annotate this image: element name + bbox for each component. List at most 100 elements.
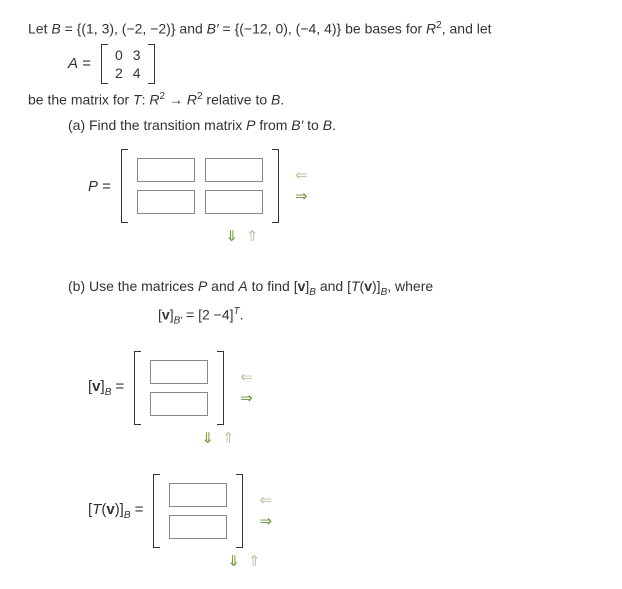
P-input-21[interactable] — [137, 190, 195, 214]
bracket-right — [271, 149, 279, 223]
a12: 3 — [133, 47, 141, 63]
txt: be bases for — [341, 21, 426, 37]
add-row-icon[interactable]: ⇓ — [227, 554, 240, 569]
dot: . — [280, 91, 284, 107]
set-Bp: {(−12, 0), (−4, 4)} — [235, 21, 342, 37]
col-nav: ⇐ ⇒ — [240, 370, 253, 406]
B: B — [271, 91, 280, 107]
P-input-22[interactable] — [205, 190, 263, 214]
txt: = — [61, 21, 77, 37]
and: and — [207, 278, 238, 294]
txt: be the matrix for — [28, 91, 133, 107]
where: , where — [387, 278, 433, 294]
add-col-icon[interactable]: ⇒ — [259, 514, 272, 529]
dot: . — [240, 307, 244, 323]
txt: Use the matrices — [89, 278, 198, 294]
txt: from — [256, 117, 292, 133]
remove-col-icon[interactable]: ⇐ — [295, 168, 308, 183]
add-col-icon[interactable]: ⇒ — [295, 189, 308, 204]
bracket-right — [235, 474, 243, 548]
dot: . — [332, 117, 336, 133]
sub-Bp: B′ — [174, 316, 183, 327]
matrix-A: 0 3 2 4 — [101, 43, 155, 85]
row-nav: ⇓ ⇑ — [158, 431, 278, 446]
vBprime-line: [v]B′ = [2 −4]T. — [158, 306, 594, 326]
P-matrix-block: P = ⇐ ⇒ ⇓ ⇑ — [88, 149, 594, 244]
bracket-left — [101, 44, 109, 84]
TvB: [T(v)] — [347, 278, 380, 294]
and2: and — [316, 278, 347, 294]
remove-row-icon[interactable]: ⇑ — [222, 431, 235, 446]
eq: = — [98, 178, 111, 195]
B: B — [323, 117, 332, 133]
eq: = — [182, 307, 198, 323]
vB-input-1[interactable] — [150, 360, 208, 384]
label: (a) — [68, 117, 89, 133]
vB-input-matrix — [134, 351, 224, 425]
bracket-right — [147, 44, 155, 84]
row-nav: ⇓ ⇑ — [132, 229, 352, 244]
remove-row-icon[interactable]: ⇑ — [246, 229, 259, 244]
txt: to find — [248, 278, 294, 294]
eq: = — [82, 55, 91, 72]
a21: 2 — [115, 65, 123, 81]
TvB-input-matrix — [153, 474, 243, 548]
col-nav: ⇐ ⇒ — [295, 168, 308, 204]
a11: 0 — [115, 47, 123, 63]
vBp: [v] — [158, 307, 174, 323]
P-input-11[interactable] — [137, 158, 195, 182]
remove-col-icon[interactable]: ⇐ — [240, 370, 253, 385]
remove-col-icon[interactable]: ⇐ — [259, 493, 272, 508]
P-input-12[interactable] — [205, 158, 263, 182]
arrow: → — [165, 91, 187, 107]
col-nav: ⇐ ⇒ — [259, 493, 272, 529]
bracket-left — [121, 149, 129, 223]
sub-B: B — [309, 287, 316, 298]
set-B: {(1, 3), (−2, −2)} — [77, 21, 176, 37]
txt: Find the transition matrix — [89, 117, 246, 133]
eq: = — [111, 378, 124, 395]
matrix-cells: 0 3 2 4 — [109, 43, 147, 85]
remove-row-icon[interactable]: ⇑ — [248, 554, 261, 569]
txt: , and let — [442, 21, 492, 37]
bracket-left — [134, 351, 142, 425]
add-row-icon[interactable]: ⇓ — [225, 229, 238, 244]
P: P — [88, 178, 98, 195]
part-a: (a) Find the transition matrix P from B′… — [68, 117, 594, 133]
lhs: [v] — [88, 378, 105, 395]
lhs: [T(v)] — [88, 501, 124, 518]
P: P — [246, 117, 255, 133]
txt: = — [219, 21, 235, 37]
P: P — [198, 278, 207, 294]
vB-label: [v]B = — [88, 378, 124, 398]
TvB-inputs — [161, 477, 235, 545]
Bprime: B′ — [291, 117, 303, 133]
a22: 4 — [133, 65, 141, 81]
TvB-label: [T(v)]B = — [88, 501, 143, 521]
P-inputs — [129, 152, 271, 220]
vB-inputs — [142, 354, 216, 422]
B: B — [51, 21, 60, 37]
line-T: be the matrix for T: R2 → R2 relative to… — [28, 91, 594, 108]
vB-input-2[interactable] — [150, 392, 208, 416]
matrix-A-row: A = 0 3 2 4 — [68, 43, 594, 85]
TvB-input-2[interactable] — [169, 515, 227, 539]
A: A — [68, 55, 78, 72]
row-nav: ⇓ ⇑ — [184, 554, 304, 569]
add-row-icon[interactable]: ⇓ — [201, 431, 214, 446]
vB-matrix-block: [v]B = ⇐ ⇒ ⇓ ⇑ — [88, 351, 594, 446]
txt: Let — [28, 21, 51, 37]
A: A — [238, 278, 247, 294]
label: (b) — [68, 278, 89, 294]
txt: to — [303, 117, 322, 133]
P-input-matrix — [121, 149, 279, 223]
R: R — [426, 21, 436, 37]
TvB-input-1[interactable] — [169, 483, 227, 507]
P-eq-label: P = — [88, 178, 111, 195]
bracket-right — [216, 351, 224, 425]
A-label: A = — [68, 55, 91, 72]
sub: B — [124, 510, 131, 521]
add-col-icon[interactable]: ⇒ — [240, 391, 253, 406]
part-b: (b) Use the matrices P and A to find [v]… — [68, 278, 594, 298]
TvB-matrix-block: [T(v)]B = ⇐ ⇒ ⇓ ⇑ — [88, 474, 594, 569]
